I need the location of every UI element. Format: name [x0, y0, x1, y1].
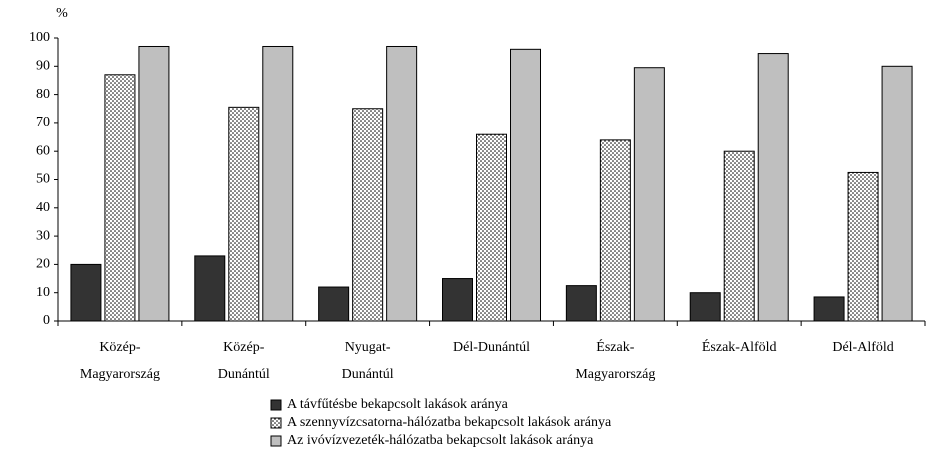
- y-tick-label: 0: [43, 313, 50, 328]
- x-tick-label: Dél-Alföld: [832, 340, 893, 355]
- y-tick-label: 80: [36, 87, 50, 102]
- bar: [847, 171, 879, 322]
- legend-label: Az ivóvízvezeték-hálózatba bekapcsolt la…: [287, 433, 594, 448]
- legend-label: A távfűtésbe bekapcsolt lakások aránya: [287, 397, 509, 412]
- bar: [599, 139, 631, 322]
- legend-marker: [270, 417, 282, 429]
- bar: [318, 286, 350, 322]
- x-tick-label-line: Közép-: [223, 340, 265, 355]
- bar: [757, 53, 789, 322]
- x-tick-label-line: Nyugat-: [345, 340, 391, 355]
- bar: [813, 296, 845, 322]
- bar: [633, 67, 665, 322]
- y-tick-label: 40: [36, 200, 50, 215]
- bar: [262, 45, 294, 322]
- x-tick-label: Dél-Dunántúl: [453, 340, 530, 355]
- legend-marker: [270, 399, 282, 411]
- x-tick-label-line: Észak-Alföld: [702, 338, 777, 355]
- bar: [723, 150, 755, 322]
- legend-marker: [270, 435, 282, 447]
- y-tick-label: 60: [36, 143, 50, 158]
- y-tick-label: 30: [36, 228, 50, 243]
- y-unit: %: [56, 6, 68, 21]
- x-tick-label: Észak-Alföld: [702, 338, 777, 355]
- bar: [565, 285, 597, 322]
- x-tick-label-line: Dél-Dunántúl: [453, 340, 530, 355]
- y-tick-label: 10: [36, 285, 50, 300]
- y-tick-label: 20: [36, 257, 50, 272]
- x-tick-label-line: Dunántúl: [218, 367, 270, 382]
- x-tick-label-line: Dunántúl: [342, 367, 394, 382]
- x-tick-label: Közép- Dunántúl: [218, 340, 270, 382]
- bar: [386, 45, 418, 322]
- x-tick-label-line: Dél-Alföld: [832, 340, 893, 355]
- bar: [138, 45, 170, 322]
- x-tick-label-line: Közép-: [99, 340, 141, 355]
- bar: [510, 48, 541, 322]
- x-tick-label: Közép- Magyarország: [80, 340, 160, 382]
- y-tick-label: 100: [29, 30, 50, 45]
- bar: [194, 255, 226, 322]
- bar: [228, 106, 260, 322]
- bar: [881, 65, 913, 322]
- bar: [352, 108, 384, 322]
- bar: [442, 278, 473, 322]
- bar: [70, 263, 102, 322]
- legend-label: A szennyvízcsatorna-hálózatba bekapcsolt…: [287, 415, 612, 430]
- x-tick-label-line: Magyarország: [575, 367, 655, 382]
- bar: [476, 133, 507, 322]
- x-tick-label-line: Észak-: [596, 338, 634, 355]
- x-tick-label: Észak- Magyarország: [575, 338, 655, 382]
- y-tick-label: 70: [36, 115, 50, 130]
- bar: [689, 292, 721, 322]
- bar: [104, 74, 136, 322]
- y-tick-label: 90: [36, 59, 50, 74]
- y-tick-label: 50: [36, 172, 50, 187]
- x-tick-label-line: Magyarország: [80, 367, 160, 382]
- x-tick-label: Nyugat- Dunántúl: [342, 340, 394, 382]
